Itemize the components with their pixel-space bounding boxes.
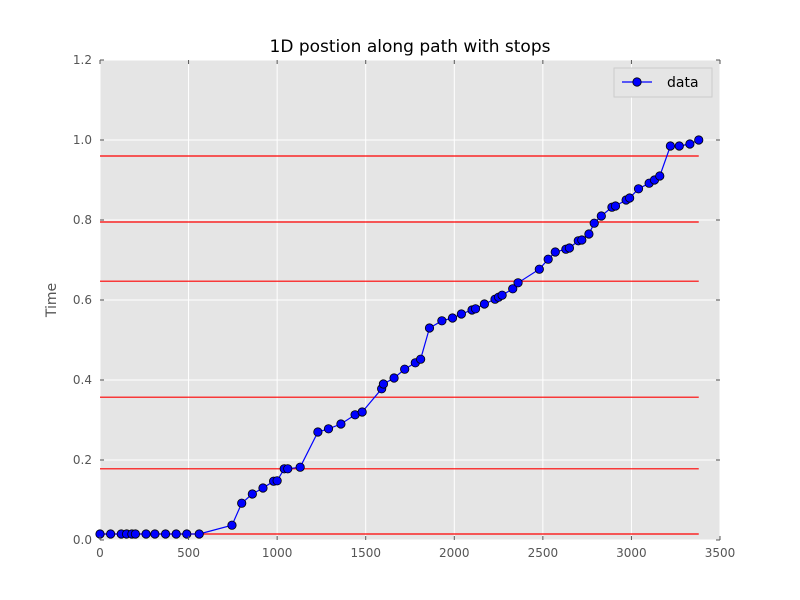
y-tick-label-3: 0.6 [73,293,92,307]
data-point-7 [150,529,160,539]
x-tick-label-7: 3500 [705,546,736,560]
data-point-21 [313,427,323,437]
data-point-58 [633,184,644,194]
data-point-14 [247,489,257,499]
x-tick-label-1: 500 [177,546,200,560]
data-point-12 [227,520,237,530]
y-axis-label: Time [44,283,60,318]
data-point-43 [513,278,523,288]
x-tick-label-0: 0 [96,546,104,560]
data-point-6 [141,529,151,539]
legend: data [613,67,713,98]
data-point-48 [564,243,575,253]
data-point-63 [674,141,684,151]
legend-marker [632,77,642,87]
data-point-64 [685,139,695,149]
data-point-25 [357,407,367,417]
y-tick-label-5: 1.0 [73,133,92,147]
data-point-15 [258,483,268,493]
data-point-38 [479,299,489,309]
data-point-5 [130,529,141,539]
data-point-61 [655,171,665,181]
y-tick-label-4: 0.8 [73,213,92,227]
legend-label: data [667,75,699,91]
data-point-52 [589,218,599,228]
x-tick-label-4: 2000 [439,546,470,560]
data-point-37 [470,304,481,314]
data-point-33 [437,316,447,326]
x-tick-label-2: 1000 [262,546,293,560]
data-point-65 [694,135,704,145]
x-tick-label-3: 1500 [350,546,381,560]
data-point-41 [497,290,507,300]
data-point-34 [447,313,458,323]
data-point-28 [389,373,399,383]
data-point-10 [182,529,192,539]
data-point-32 [424,323,435,333]
data-point-29 [400,364,410,374]
data-point-8 [160,529,171,539]
data-point-55 [610,201,621,211]
data-point-23 [336,419,346,429]
data-point-45 [543,254,553,264]
data-point-27 [378,379,389,389]
y-tick-label-6: 1.2 [73,53,92,67]
data-point-19 [283,464,293,474]
data-point-42 [508,284,518,294]
data-point-44 [534,264,544,274]
x-tick-label-5: 2500 [528,546,559,560]
data-point-46 [550,247,560,257]
data-point-50 [577,235,587,245]
y-tick-label-0: 0.0 [73,533,92,547]
chart-title: 1D postion along path with stops [270,37,551,57]
x-tick-label-6: 3000 [616,546,647,560]
data-point-11 [194,529,204,539]
data-point-31 [416,354,426,364]
y-tick-label-2: 0.4 [73,373,92,387]
data-point-53 [596,211,606,221]
y-tick-label-1: 0.2 [73,453,92,467]
data-point-62 [665,141,676,151]
data-point-17 [272,476,282,486]
data-point-35 [456,309,466,319]
data-point-22 [323,424,334,434]
data-point-1 [106,529,116,539]
data-point-13 [237,498,247,508]
series-layer [95,135,704,539]
axis-ticks: 0 500 1000 1500 2000 2500 3000 3500 0.0 0.2 0.4 0.6… [73,53,735,560]
data-point-57 [625,193,635,203]
data-point-51 [584,229,594,239]
data-point-20 [295,462,305,472]
data-point-9 [171,529,181,539]
